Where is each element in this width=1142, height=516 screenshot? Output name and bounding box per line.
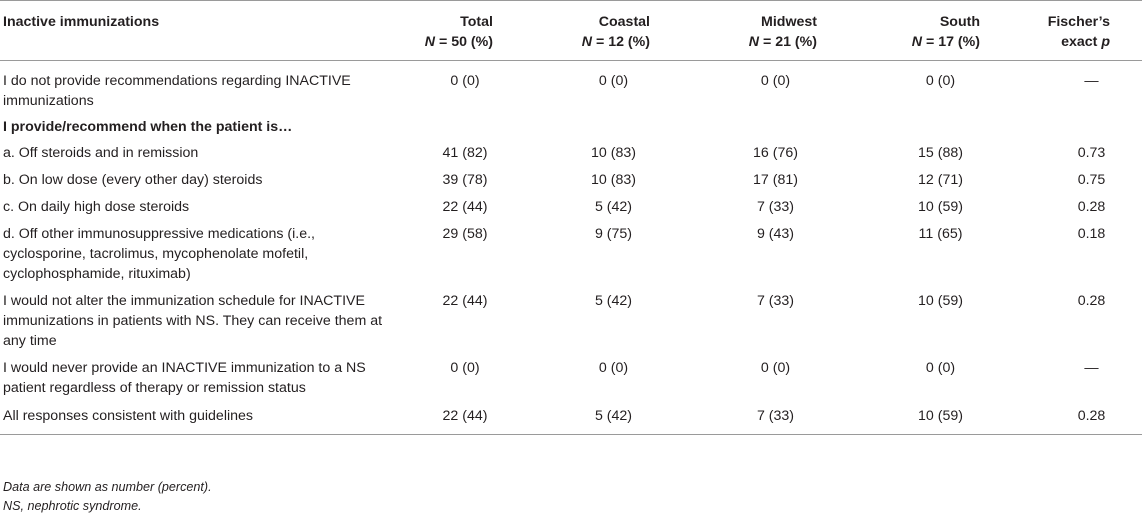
cell-p-value: 0.28 [1077, 293, 1106, 309]
table-row: All responses consistent with guidelines… [0, 404, 1142, 435]
cell-south: 0 (0) [925, 360, 956, 376]
cell-midwest: 17 (81) [753, 172, 798, 188]
header-midwest: Midwest N = 21 (%) [748, 14, 817, 50]
cell-coastal: 5 (42) [594, 293, 633, 309]
footnote-data-format: Data are shown as number (percent). [3, 480, 212, 494]
section-heading: I provide/recommend when the patient is… [3, 119, 293, 135]
cell-south: 10 (59) [918, 199, 963, 215]
footnote-abbreviation: NS, nephrotic syndrome. [3, 499, 142, 513]
header-south: South N = 17 (%) [911, 14, 980, 50]
cell-total: 22 (44) [442, 293, 488, 309]
cell-total: 39 (78) [442, 172, 488, 188]
cell-south: 0 (0) [925, 73, 956, 89]
header-inactive-immunizations: Inactive immunizations [3, 14, 160, 30]
table-body: I do not provide recommendations regardi… [0, 61, 1142, 435]
cell-midwest: 16 (76) [753, 145, 798, 161]
cell-south: 11 (65) [918, 226, 963, 242]
cell-midwest: 7 (33) [756, 293, 795, 309]
immunization-table: Inactive immunizations Total N = 50 (%) C… [0, 0, 1142, 435]
header-row: Inactive immunizations Total N = 50 (%) C… [0, 0, 1142, 61]
cell-p-value: 0.28 [1077, 408, 1106, 424]
cell-midwest: 7 (33) [756, 199, 795, 215]
cell-total: 0 (0) [450, 360, 480, 376]
row-label: All responses consistent with guidelines [3, 408, 253, 424]
row-label: c. On daily high dose steroids [3, 199, 190, 215]
table-footnotes: Data are shown as number (percent). NS, … [3, 478, 212, 516]
cell-total: 22 (44) [442, 199, 488, 215]
cell-total: 0 (0) [450, 73, 480, 89]
table-row: d. Off other immunosuppressive medicatio… [0, 223, 1142, 290]
table-row: a. Off steroids and in remission 41 (82)… [0, 142, 1142, 169]
cell-coastal: 5 (42) [594, 408, 633, 424]
cell-coastal: 0 (0) [598, 73, 629, 89]
cell-total: 41 (82) [442, 145, 488, 161]
cell-midwest: 0 (0) [760, 73, 791, 89]
table-row: I would never provide an INACTIVE immuni… [0, 357, 1142, 404]
table-header: Inactive immunizations Total N = 50 (%) C… [0, 0, 1142, 61]
cell-total: 29 (58) [442, 226, 488, 242]
cell-midwest: 7 (33) [756, 408, 795, 424]
table-row: b. On low dose (every other day) steroid… [0, 169, 1142, 196]
table-row: I would not alter the immunization sched… [0, 290, 1142, 357]
cell-total: 22 (44) [442, 408, 488, 424]
cell-south: 10 (59) [918, 293, 963, 309]
cell-midwest: 0 (0) [760, 360, 791, 376]
cell-south: 10 (59) [918, 408, 963, 424]
cell-coastal: 5 (42) [594, 199, 633, 215]
header-total: Total N = 50 (%) [424, 14, 493, 50]
cell-south: 15 (88) [918, 145, 963, 161]
row-label: d. Off other immunosuppressive medicatio… [3, 226, 316, 282]
cell-p-value: — [1084, 73, 1099, 89]
cell-p-value: 0.75 [1077, 172, 1106, 188]
table-row: I do not provide recommendations regardi… [0, 61, 1142, 117]
cell-p-value: 0.73 [1077, 145, 1106, 161]
header-fischers-exact-p: Fischer’s exact p [1047, 14, 1110, 50]
cell-south: 12 (71) [918, 172, 963, 188]
cell-coastal: 9 (75) [594, 226, 633, 242]
section-row: I provide/recommend when the patient is… [0, 116, 1142, 142]
cell-coastal: 10 (83) [591, 172, 636, 188]
cell-p-value: — [1084, 360, 1099, 376]
row-label: I would not alter the immunization sched… [3, 293, 383, 349]
row-label: b. On low dose (every other day) steroid… [3, 172, 263, 188]
cell-coastal: 10 (83) [591, 145, 636, 161]
cell-midwest: 9 (43) [756, 226, 795, 242]
row-label: I would never provide an INACTIVE immuni… [3, 360, 366, 396]
table-row: c. On daily high dose steroids 22 (44) 5… [0, 196, 1142, 223]
cell-p-value: 0.28 [1077, 199, 1106, 215]
row-label: a. Off steroids and in remission [3, 145, 199, 161]
cell-coastal: 0 (0) [598, 360, 629, 376]
cell-p-value: 0.18 [1077, 226, 1106, 242]
row-label: I do not provide recommendations regardi… [3, 73, 351, 109]
header-coastal: Coastal N = 12 (%) [581, 14, 650, 50]
